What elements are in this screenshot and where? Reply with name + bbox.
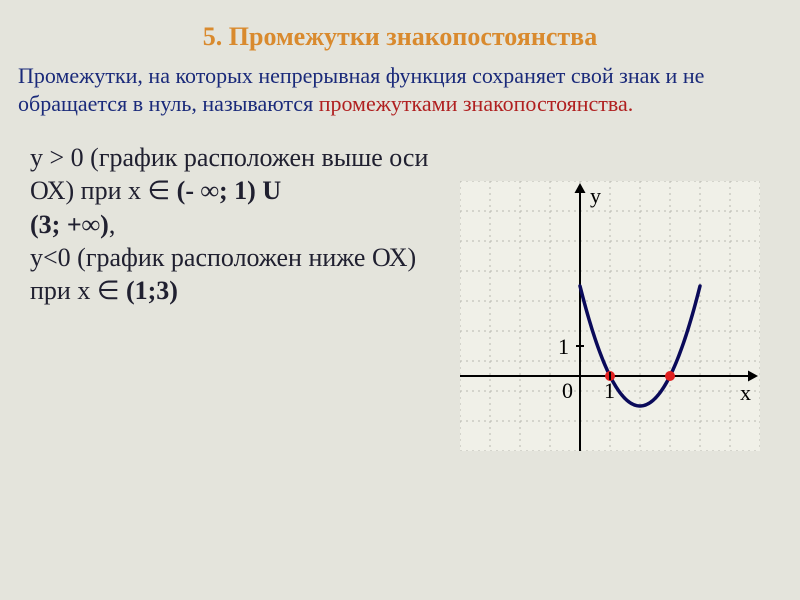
interval-2: (1;3) [126,276,178,305]
svg-text:0: 0 [562,378,573,403]
svg-text:у: у [590,183,601,208]
content-row: у > 0 (график расположен выше оси ОХ) пр… [0,117,800,451]
explanation-text: у > 0 (график расположен выше оси ОХ) пр… [30,141,430,451]
interval-1b: (3; +∞) [30,210,109,239]
definition-term: промежутками знакопостоянства. [319,91,634,116]
svg-text:1: 1 [604,378,615,403]
definition-block: Промежутки, на которых непрерывная функц… [0,52,800,117]
interval-1a: (- ∞; 1) U [177,176,281,205]
body-line3: у<0 (график расположен ниже ОХ) при х ∈ [30,243,416,305]
section-title: 5. Промежутки знакопостоянства [0,0,800,52]
graph-container: 1 0 1 х у [430,141,760,451]
svg-text:х: х [740,380,751,405]
body-comma: , [109,210,116,239]
svg-text:1: 1 [558,334,569,359]
chart: 1 0 1 х у [460,181,760,451]
